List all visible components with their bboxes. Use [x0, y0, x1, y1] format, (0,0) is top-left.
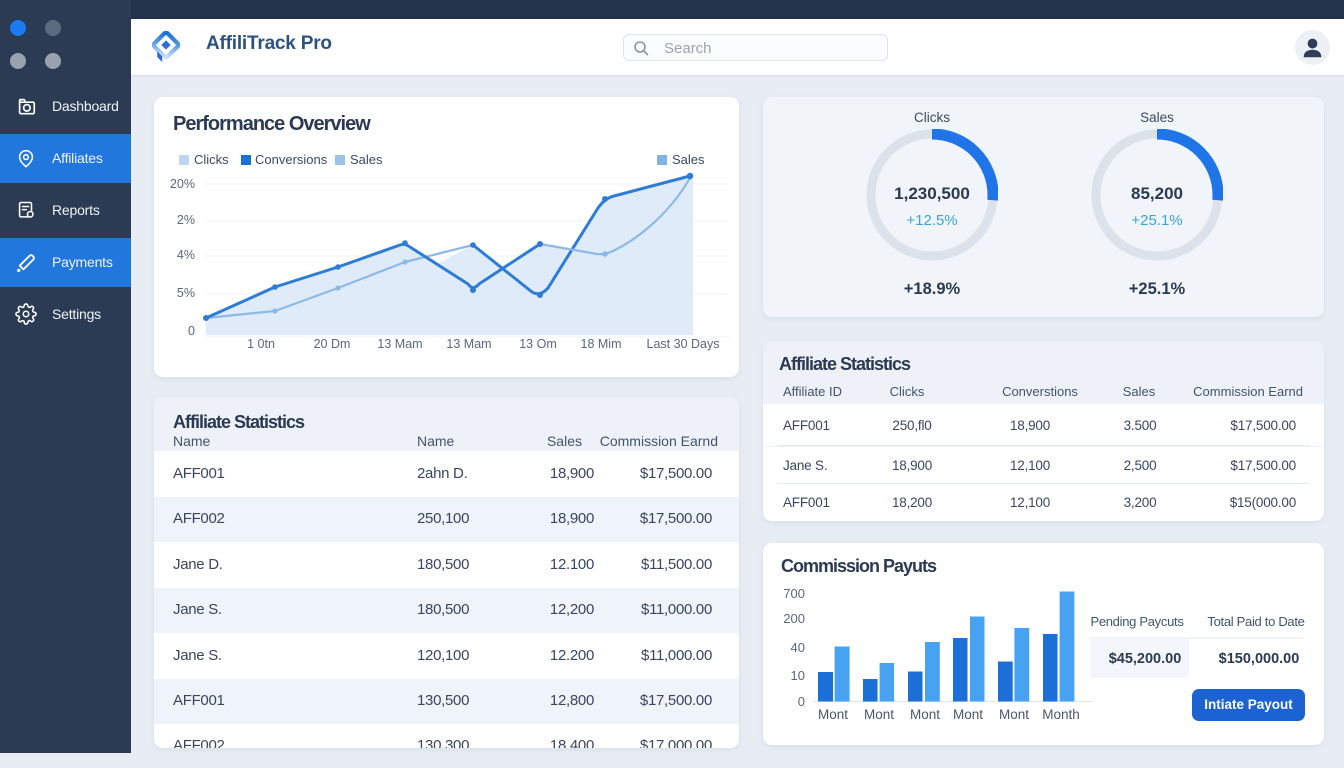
svg-text:Pending Paycuts: Pending Paycuts	[1090, 614, 1184, 629]
svg-text:40: 40	[791, 640, 805, 655]
svg-text:Month: Month	[1042, 707, 1080, 722]
svg-text:5%: 5%	[177, 286, 195, 300]
svg-text:2%: 2%	[177, 213, 195, 227]
svg-text:Total Paid to Date: Total Paid to Date	[1207, 614, 1304, 629]
svg-text:18 Mim: 18 Mim	[581, 337, 622, 351]
svg-text:13 Mam: 13 Mam	[446, 337, 491, 351]
svg-text:Commission Payuts: Commission Payuts	[781, 556, 937, 576]
svg-text:1 0tn: 1 0tn	[247, 337, 275, 351]
svg-text:Mont: Mont	[818, 707, 848, 722]
svg-text:Sales: Sales	[672, 152, 705, 167]
svg-text:Clicks: Clicks	[194, 152, 229, 167]
svg-text:Mont: Mont	[864, 707, 894, 722]
svg-text:Mont: Mont	[910, 707, 940, 722]
svg-text:Mont: Mont	[999, 707, 1029, 722]
svg-text:Mont: Mont	[953, 707, 983, 722]
svg-text:10: 10	[791, 668, 805, 683]
svg-text:13 Om: 13 Om	[519, 337, 557, 351]
svg-text:4%: 4%	[177, 248, 195, 262]
svg-text:700: 700	[783, 586, 805, 601]
svg-text:0: 0	[798, 694, 805, 709]
svg-text:Last 30 Days: Last 30 Days	[647, 337, 720, 351]
svg-text:200: 200	[783, 611, 805, 626]
svg-text:20%: 20%	[170, 177, 195, 191]
svg-text:0: 0	[188, 324, 195, 338]
svg-text:13 Mam: 13 Mam	[377, 337, 422, 351]
svg-text:Conversions: Conversions	[255, 152, 328, 167]
svg-text:Performance Overview: Performance Overview	[173, 113, 371, 135]
svg-text:Sales: Sales	[350, 152, 383, 167]
svg-text:20 Dm: 20 Dm	[314, 337, 351, 351]
